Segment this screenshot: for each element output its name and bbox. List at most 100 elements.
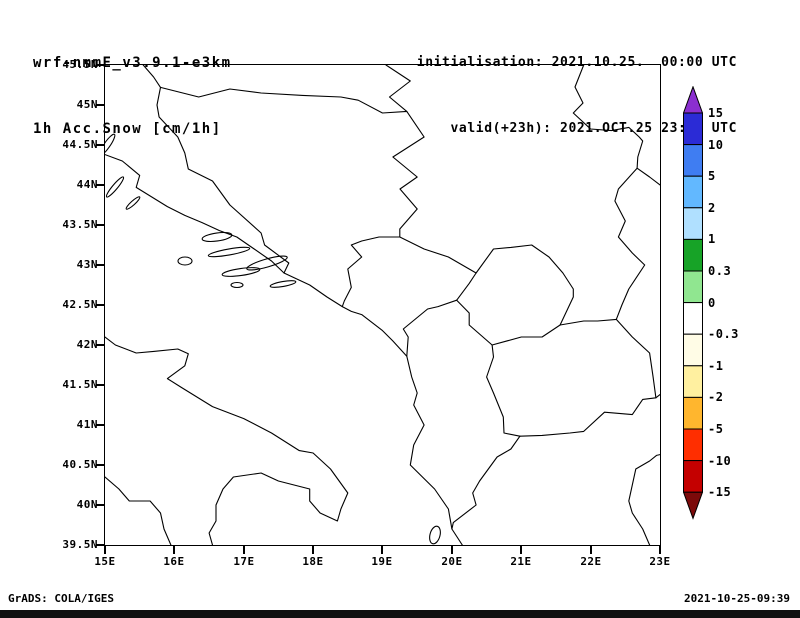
- island-korcula: [221, 267, 261, 277]
- island-dugi-otok: [105, 176, 125, 198]
- x-axis-tick-label: 15E: [94, 555, 116, 568]
- colorbar-segment: [683, 396, 703, 430]
- y-axis-tick-label: 43N: [76, 258, 98, 271]
- x-axis-tick: [520, 546, 522, 554]
- island-lastovo: [230, 281, 244, 289]
- y-axis-tick-label: 42.5N: [62, 298, 98, 311]
- model-name: wrf-nmmE_v3.9.1-e3km: [33, 55, 232, 71]
- x-axis-tick: [590, 546, 592, 554]
- y-axis-tick: [96, 264, 104, 266]
- x-axis-tick: [659, 546, 661, 554]
- colorbar-segment: [683, 112, 703, 146]
- map-lines: [105, 65, 660, 545]
- border-croatia-bosnia-west: [142, 65, 290, 274]
- colorbar-label: -5: [708, 422, 724, 436]
- x-axis-tick: [312, 546, 314, 554]
- coastline-aegean: [628, 454, 660, 545]
- coastline-italy-tyrrhenian: [105, 476, 172, 545]
- colorbar-label: 10: [708, 138, 724, 152]
- border-macedonia-bulgaria: [615, 318, 660, 399]
- y-axis-tick-label: 45.5N: [62, 58, 98, 71]
- y-axis-tick: [96, 224, 104, 226]
- grads-credit: GrADS: COLA/IGES: [8, 592, 114, 605]
- y-axis-tick: [96, 424, 104, 426]
- y-axis-tick-label: 40N: [76, 498, 98, 511]
- y-axis-tick: [96, 304, 104, 306]
- island-mljet: [269, 280, 297, 288]
- y-axis-tick: [96, 64, 104, 66]
- colorbar-segment: [683, 428, 703, 462]
- y-axis-tick: [96, 344, 104, 346]
- y-axis-tick: [96, 384, 104, 386]
- colorbar-label: -10: [708, 454, 732, 468]
- border-kosovo-serbia: [456, 244, 574, 326]
- colorbar-label: -1: [708, 359, 724, 373]
- colorbar-label: -2: [708, 390, 724, 404]
- y-axis-tick-label: 43.5N: [62, 218, 98, 231]
- y-axis-tick: [96, 184, 104, 186]
- colorbar-segment: [683, 333, 703, 367]
- coastline-east-adriatic: [105, 154, 463, 545]
- border-albania-greece: [451, 435, 521, 530]
- x-axis-tick-label: 21E: [510, 555, 532, 568]
- border-montenegro-albania: [402, 299, 458, 357]
- header-left: wrf-nmmE_v3.9.1-e3km 1h Acc.Snow [cm/1h]: [33, 8, 232, 184]
- border-albania-macedonia: [486, 344, 521, 437]
- border-montenegro-serbia: [399, 236, 477, 274]
- y-axis-tick-label: 39.5N: [62, 538, 98, 551]
- x-axis-tick-label: 23E: [649, 555, 671, 568]
- y-axis-tick: [96, 504, 104, 506]
- colorbar-segment: [683, 302, 703, 335]
- colorbar-label: 1: [708, 232, 716, 246]
- colorbar-segment: [683, 270, 703, 304]
- colorbar-segment: [683, 175, 703, 209]
- x-axis-tick-label: 19E: [371, 555, 393, 568]
- colorbar-label: 5: [708, 169, 716, 183]
- x-axis-tick: [173, 546, 175, 554]
- colorbar-label: 2: [708, 201, 716, 215]
- border-albania-kosovo: [456, 299, 493, 346]
- x-axis-tick-label: 22E: [580, 555, 602, 568]
- colorbar-arrow-up: [683, 86, 703, 114]
- island-hvar: [207, 246, 251, 258]
- colorbar-label: -15: [708, 485, 732, 499]
- y-axis-tick: [96, 104, 104, 106]
- x-axis-tick: [104, 546, 106, 554]
- field-name: 1h Acc.Snow [cm/1h]: [33, 121, 222, 137]
- y-axis-tick-label: 40.5N: [62, 458, 98, 471]
- x-axis-tick-label: 20E: [441, 555, 463, 568]
- y-axis-tick: [96, 464, 104, 466]
- border-serbia-bulgaria: [614, 167, 646, 320]
- colorbar-segment: [683, 207, 703, 240]
- x-axis-tick-label: 18E: [302, 555, 324, 568]
- y-axis-tick-label: 45N: [76, 98, 98, 111]
- y-axis-tick-label: 41.5N: [62, 378, 98, 391]
- border-serbia-romania-danube: [572, 65, 660, 186]
- map-frame: [104, 64, 661, 546]
- x-axis-tick: [451, 546, 453, 554]
- colorbar-segment: [683, 144, 703, 177]
- border-macedonia-serbia: [559, 318, 617, 326]
- x-axis-tick: [381, 546, 383, 554]
- island-vis: [177, 256, 193, 266]
- y-axis-tick-label: 41N: [76, 418, 98, 431]
- colorbar: [683, 86, 703, 520]
- border-croatia-serbia: [385, 65, 411, 112]
- border-bosnia-north-and-drina: [159, 86, 425, 308]
- x-axis-tick-label: 16E: [163, 555, 185, 568]
- island-brac: [201, 231, 233, 243]
- bottom-bar: [0, 610, 800, 618]
- colorbar-segment: [683, 238, 703, 272]
- island-corfu: [429, 525, 441, 545]
- coastline-italy-adriatic: [105, 336, 349, 545]
- creation-timestamp: 2021-10-25-09:39: [684, 592, 790, 605]
- colorbar-label: -0.3: [708, 327, 739, 341]
- x-axis-tick: [243, 546, 245, 554]
- colorbar-segment: [683, 365, 703, 398]
- island-pag: [105, 133, 116, 157]
- colorbar-label: 0.3: [708, 264, 732, 278]
- y-axis-tick-label: 44N: [76, 178, 98, 191]
- border-kosovo-macedonia: [491, 324, 561, 346]
- colorbar-label: 0: [708, 296, 716, 310]
